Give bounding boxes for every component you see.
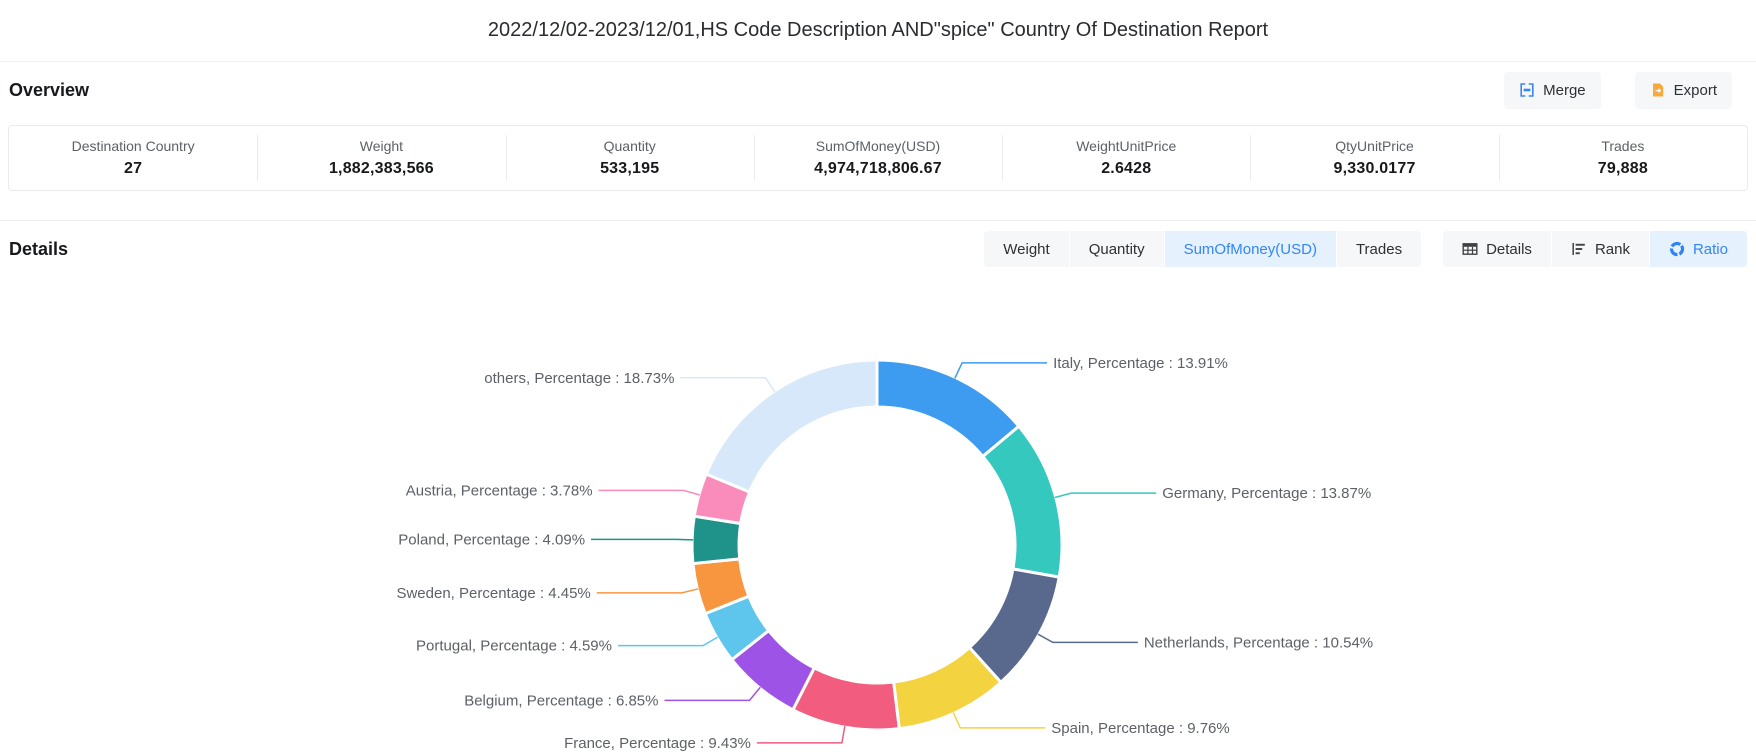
stat-value: 79,888 [1597, 160, 1648, 177]
stat-value: 4,974,718,806.67 [814, 160, 942, 177]
label-line-spain [952, 712, 1046, 729]
overview-header: Overview Merge Export [0, 62, 1756, 118]
ratio-donut-chart: Italy, Percentage : 13.91% Germany, Perce… [396, 355, 1373, 752]
pie-label-germany: Germany, Percentage : 13.87% [1162, 485, 1371, 502]
view-tab-group: Details Rank Ratio [1443, 231, 1747, 267]
pie-label-portugal: Portugal, Percentage : 4.59% [416, 638, 612, 655]
pie-label-belgium: Belgium, Percentage : 6.85% [464, 692, 658, 709]
merge-button[interactable]: Merge [1504, 71, 1601, 109]
table-icon [1462, 241, 1478, 257]
tab-label: SumOfMoney(USD) [1183, 240, 1317, 258]
pie-label-sweden: Sweden, Percentage : 4.45% [396, 585, 590, 602]
stat-label: Weight [359, 138, 404, 154]
section-divider [0, 220, 1756, 221]
label-line-belgium [664, 686, 761, 702]
merge-button-label: Merge [1543, 81, 1586, 99]
tab-weight[interactable]: Weight [984, 231, 1069, 267]
rank-icon [1571, 241, 1587, 257]
details-heading: Details [9, 238, 69, 259]
stat-label: Trades [1601, 138, 1645, 154]
stat-value: 9,330.0177 [1333, 160, 1416, 177]
export-icon [1650, 82, 1666, 98]
stat-card-trades: Trades 79,888 [1498, 126, 1747, 190]
label-line-france [756, 726, 846, 744]
stat-label: QtyUnitPrice [1335, 138, 1414, 154]
tab-quantity[interactable]: Quantity [1069, 231, 1164, 267]
stat-card-destination-country: Destination Country 27 [9, 126, 257, 190]
pie-label-netherlands: Netherlands, Percentage : 10.54% [1144, 634, 1373, 651]
stat-label: SumOfMoney(USD) [815, 138, 941, 154]
label-line-italy [954, 362, 1048, 379]
export-button-label: Export [1673, 81, 1717, 99]
stat-card-quantity: Quantity 533,195 [505, 126, 754, 190]
view-ratio[interactable]: Ratio [1649, 231, 1747, 267]
stat-value: 27 [124, 160, 143, 177]
label-line-netherlands [1037, 633, 1138, 644]
ratio-chart-area: Italy, Percentage : 13.91% Germany, Perce… [0, 277, 1756, 753]
view-rank[interactable]: Rank [1551, 231, 1649, 267]
overview-stats: Destination Country 27 Weight 1,882,383,566… [8, 125, 1748, 191]
tab-label: Rank [1594, 240, 1630, 258]
stat-label: WeightUnitPrice [1076, 138, 1177, 154]
export-button[interactable]: Export [1634, 71, 1732, 109]
label-line-sweden [596, 588, 699, 594]
tab-label: Quantity [1088, 240, 1145, 258]
ratio-icon [1669, 241, 1685, 257]
tab-sumofmoney-usd[interactable]: SumOfMoney(USD) [1164, 231, 1336, 267]
pie-label-italy: Italy, Percentage : 13.91% [1053, 355, 1228, 372]
pie-label-france: France, Percentage : 9.43% [564, 735, 751, 752]
metric-tab-group: Weight Quantity SumOfMoney(USD) Trades [984, 231, 1422, 267]
view-details[interactable]: Details [1443, 231, 1551, 267]
stat-card-qtyunitprice: QtyUnitPrice 9,330.0177 [1250, 126, 1498, 190]
stat-label: Destination Country [71, 138, 195, 154]
overview-heading: Overview [9, 79, 90, 100]
pie-label-spain: Spain, Percentage : 9.76% [1051, 720, 1229, 737]
stat-value: 533,195 [600, 160, 660, 177]
tab-label: Ratio [1692, 240, 1728, 258]
label-line-austria [598, 489, 701, 496]
label-line-others [680, 377, 776, 393]
merge-icon [1519, 82, 1535, 98]
tab-label: Details [1486, 240, 1532, 258]
pie-label-others: others, Percentage : 18.73% [484, 370, 674, 387]
pie-slice-others[interactable] [704, 358, 879, 494]
pie-slice-italy[interactable] [875, 358, 1021, 458]
pie-slice-germany[interactable] [981, 424, 1064, 579]
overview-actions: Merge Export [1504, 71, 1747, 109]
details-controls: Weight Quantity SumOfMoney(USD) Trades Deta… [984, 231, 1747, 267]
stat-value: 2.6428 [1101, 160, 1152, 177]
tab-trades[interactable]: Trades [1336, 231, 1422, 267]
tab-label: Weight [1003, 240, 1050, 258]
pie-label-austria: Austria, Percentage : 3.78% [406, 482, 593, 499]
stat-label: Quantity [603, 138, 656, 154]
pie-label-poland: Poland, Percentage : 4.09% [398, 531, 585, 548]
stat-card-sumofmoney-usd: SumOfMoney(USD) 4,974,718,806.67 [753, 126, 1002, 190]
stat-card-weightunitprice: WeightUnitPrice 2.6428 [1002, 126, 1250, 190]
stat-card-weight: Weight 1,882,383,566 [257, 126, 505, 190]
details-header: Details Weight Quantity SumOfMoney(USD) Tra… [0, 221, 1756, 277]
stat-value: 1,882,383,566 [328, 160, 434, 177]
tab-label: Trades [1355, 240, 1403, 258]
label-line-portugal [618, 636, 719, 647]
report-title: 2022/12/02-2023/12/01,HS Code Descriptio… [0, 0, 1756, 62]
label-line-germany [1054, 492, 1157, 499]
